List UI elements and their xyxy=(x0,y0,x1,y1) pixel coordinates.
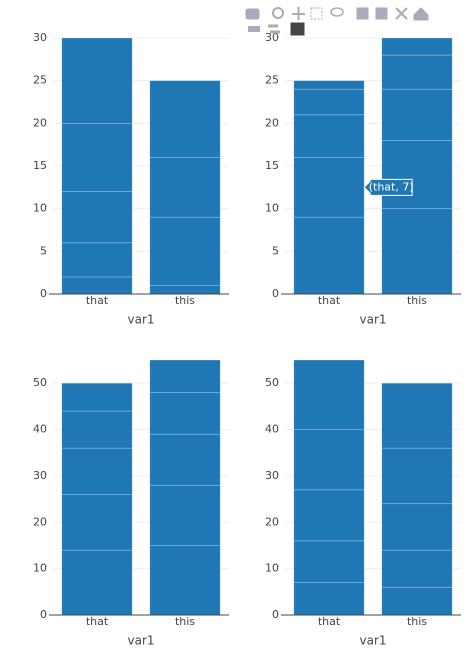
bar-segment xyxy=(61,242,133,278)
bar-segment xyxy=(293,540,365,583)
y-tick-label: 15 xyxy=(265,159,279,172)
bar-segment xyxy=(293,582,365,616)
y-tick-label: 15 xyxy=(33,159,47,172)
y-tick-label: 20 xyxy=(33,515,47,528)
y-tick-label: 25 xyxy=(265,74,279,87)
y-tick-label: 30 xyxy=(33,31,47,44)
bar-segment xyxy=(293,489,365,542)
bar-segment xyxy=(149,392,221,435)
y-tick-label: 40 xyxy=(265,423,279,436)
y-tick-label: 30 xyxy=(265,469,279,482)
y-tick-label: 10 xyxy=(33,202,47,215)
y-tick-label: 10 xyxy=(33,562,47,575)
bar-segment xyxy=(149,545,221,616)
x-tick-label: this xyxy=(175,294,195,307)
modebar xyxy=(245,7,429,36)
y-tick-label: 0 xyxy=(40,287,47,300)
bar-segment xyxy=(381,37,453,56)
x-axis-title: var1 xyxy=(127,634,154,648)
bar-segment xyxy=(149,359,221,393)
zoom-icon[interactable] xyxy=(272,7,284,19)
y-tick-label: 30 xyxy=(33,469,47,482)
bar-segment xyxy=(293,216,365,295)
x-axis-title: var1 xyxy=(359,634,386,648)
bar-segment xyxy=(293,88,365,116)
y-tick-label: 20 xyxy=(265,515,279,528)
zoom-out-icon[interactable] xyxy=(375,7,388,20)
bar-segment xyxy=(61,382,133,412)
x-axis-title: var1 xyxy=(359,313,386,327)
x-axis-title: var1 xyxy=(127,313,154,327)
y-tick-label: 10 xyxy=(265,202,279,215)
bar-segment xyxy=(61,122,133,192)
bar-segment xyxy=(381,503,453,551)
bar-segment xyxy=(381,447,453,505)
y-tick-label: 0 xyxy=(272,608,279,621)
bar-segment xyxy=(381,208,453,295)
bar-segment xyxy=(293,359,365,430)
y-tick-label: 5 xyxy=(40,244,47,257)
y-tick-label: 20 xyxy=(33,116,47,129)
hover-box xyxy=(363,178,413,196)
y-tick-label: 30 xyxy=(265,31,279,44)
autoscale-icon[interactable] xyxy=(395,7,408,20)
camera-icon[interactable] xyxy=(245,8,260,20)
y-tick-label: 10 xyxy=(265,562,279,575)
hover-label: (that, 7) xyxy=(363,178,414,196)
hover-closest-icon[interactable] xyxy=(268,24,280,34)
x-tick-label: that xyxy=(318,294,341,307)
bar-segment xyxy=(293,429,365,491)
bar-segment xyxy=(381,382,453,449)
x-tick-label: that xyxy=(318,615,341,628)
box-select-icon[interactable] xyxy=(310,7,323,20)
y-tick-label: 0 xyxy=(272,287,279,300)
pan-icon[interactable] xyxy=(292,7,305,20)
bar-segment xyxy=(61,494,133,551)
bar-segment xyxy=(381,140,453,210)
zoom-in-icon[interactable] xyxy=(356,7,369,20)
bar-segment xyxy=(293,157,365,218)
bar-segment xyxy=(293,80,365,90)
y-tick-label: 0 xyxy=(40,608,47,621)
bar-segment xyxy=(61,447,133,495)
bar-segment xyxy=(149,157,221,218)
bar-segment xyxy=(149,80,221,158)
x-tick-label: that xyxy=(86,294,109,307)
bar-segment xyxy=(293,114,365,158)
bar-segment xyxy=(149,216,221,286)
bar-segment xyxy=(61,276,133,295)
x-tick-label: this xyxy=(407,615,427,628)
x-tick-label: this xyxy=(407,294,427,307)
bar-segment xyxy=(381,586,453,616)
hover-compare-icon[interactable] xyxy=(290,22,305,36)
bar-segment xyxy=(149,433,221,486)
y-tick-label: 40 xyxy=(33,423,47,436)
y-tick-label: 50 xyxy=(265,376,279,389)
y-tick-label: 20 xyxy=(265,116,279,129)
bar-segment xyxy=(149,285,221,295)
x-tick-label: that xyxy=(86,615,109,628)
y-tick-label: 25 xyxy=(33,74,47,87)
bar-segment xyxy=(61,410,133,449)
lasso-icon[interactable] xyxy=(330,7,344,17)
bar-segment xyxy=(61,549,133,616)
bar-segment xyxy=(381,88,453,141)
bar-segment xyxy=(381,549,453,588)
bar-segment xyxy=(61,37,133,124)
bar-segment xyxy=(381,54,453,90)
hover-text: (that, 7) xyxy=(369,180,414,193)
x-tick-label: this xyxy=(175,615,195,628)
y-tick-label: 50 xyxy=(33,376,47,389)
bar-segment xyxy=(149,484,221,546)
reset-icon[interactable] xyxy=(413,7,429,21)
y-tick-label: 5 xyxy=(272,244,279,257)
bar-segment xyxy=(61,191,133,244)
